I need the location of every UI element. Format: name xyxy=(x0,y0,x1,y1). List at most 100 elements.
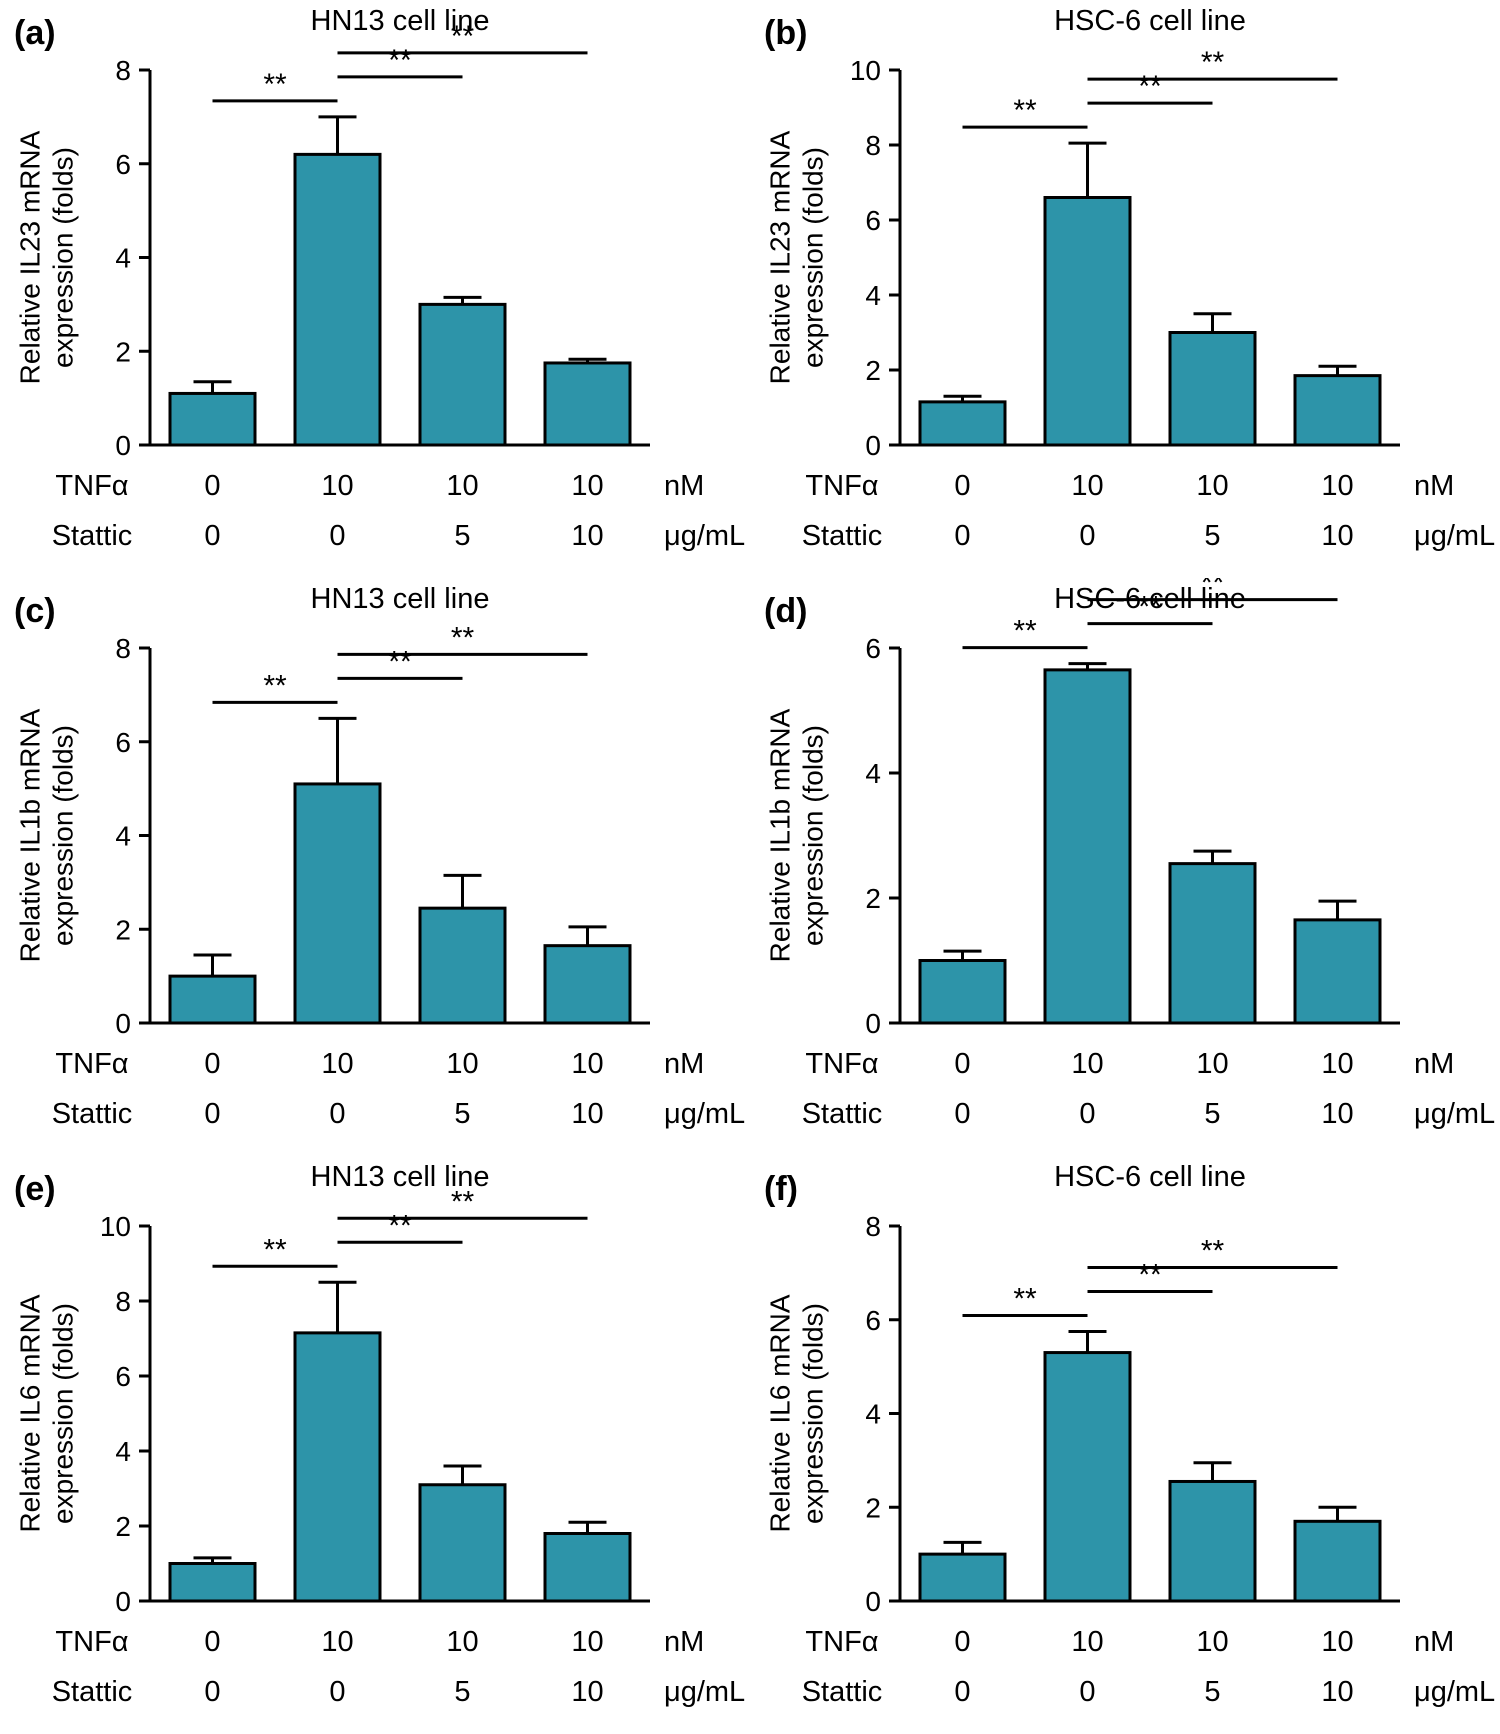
chart-panel-d: (d) HSC-6 cell line Relative IL1b mRNA expr… xyxy=(750,578,1500,1156)
y-tick-label: 8 xyxy=(115,633,131,664)
y-axis-label-line: Relative IL1b mRNA xyxy=(765,708,796,962)
x-row2-value-1: 0 xyxy=(1079,1676,1095,1708)
y-tick-label: 4 xyxy=(865,758,881,789)
y-tick-label: 4 xyxy=(115,821,131,852)
significance-stars: ** xyxy=(451,20,475,53)
bar-c-0 xyxy=(168,974,257,1025)
x-row2-value-1: 0 xyxy=(1079,520,1095,552)
x-row1-value-2: 10 xyxy=(446,470,478,502)
y-tick-label: 6 xyxy=(865,1305,881,1336)
y-tick-label: 8 xyxy=(865,1211,881,1242)
y-tick-label: 0 xyxy=(115,1586,131,1617)
x-row1-value-2: 10 xyxy=(1196,470,1228,502)
bar-a-0 xyxy=(168,391,257,447)
y-tick-label: 8 xyxy=(115,55,131,86)
y-tick-label: 4 xyxy=(115,1436,131,1467)
panel-label-b: (b) xyxy=(764,14,807,52)
y-tick-label: 2 xyxy=(865,1492,881,1523)
bar-f-3 xyxy=(1293,1519,1382,1603)
x-row1-value-3: 10 xyxy=(571,1626,603,1658)
x-row1-value-2: 10 xyxy=(446,1626,478,1658)
x-row2-value-1: 0 xyxy=(1079,1098,1095,1130)
x-row2-value-2: 5 xyxy=(454,1098,470,1130)
significance-stars: ** xyxy=(451,1185,475,1218)
bar-c-3 xyxy=(543,944,632,1025)
bar-b-3 xyxy=(1293,374,1382,447)
x-row2-value-3: 10 xyxy=(571,1098,603,1130)
x-row2-unit: μg/mL xyxy=(664,1676,745,1708)
y-tick-label: 2 xyxy=(865,355,881,386)
y-tick-label: 2 xyxy=(115,336,131,367)
chart-panel-e: (e) HN13 cell line Relative IL6 mRNA expres… xyxy=(0,1156,750,1734)
bar-f-1 xyxy=(1043,1351,1132,1603)
y-axis-label-line: Relative IL23 mRNA xyxy=(15,130,46,384)
x-row2-value-0: 0 xyxy=(954,1098,970,1130)
significance-stars: ** xyxy=(1138,70,1162,103)
x-row2-value-0: 0 xyxy=(204,1676,220,1708)
x-row1-unit: nM xyxy=(664,1626,704,1658)
x-row2-value-2: 5 xyxy=(1204,520,1220,552)
panel-label-f: (f) xyxy=(764,1170,798,1208)
bar-a-3 xyxy=(543,361,632,447)
x-row2-label: Stattic xyxy=(802,520,883,552)
x-row1-unit: nM xyxy=(1414,470,1454,502)
significance-stars: ** xyxy=(388,1209,412,1242)
chart-title: HN13 cell line xyxy=(311,583,490,615)
x-row1-value-3: 10 xyxy=(1321,1048,1353,1080)
x-row1-value-2: 10 xyxy=(1196,1626,1228,1658)
x-row1-value-3: 10 xyxy=(571,1048,603,1080)
x-row1-value-1: 10 xyxy=(321,470,353,502)
x-row2-label: Stattic xyxy=(52,1098,133,1130)
x-row1-value-0: 0 xyxy=(204,470,220,502)
chart-title: HSC-6 cell line xyxy=(1054,5,1246,37)
x-row2-value-0: 0 xyxy=(954,1676,970,1708)
x-row2-value-1: 0 xyxy=(329,520,345,552)
y-axis-label-line: expression (folds) xyxy=(798,1303,829,1524)
x-row2-unit: μg/mL xyxy=(664,1098,745,1130)
bar-f-0 xyxy=(918,1552,1007,1603)
x-row2-label: Stattic xyxy=(802,1676,883,1708)
x-row1-value-0: 0 xyxy=(204,1048,220,1080)
x-row1-value-0: 0 xyxy=(954,470,970,502)
y-axis-label: Relative IL1b mRNA expression (folds) xyxy=(15,708,79,962)
x-row2-unit: μg/mL xyxy=(1414,520,1495,552)
x-row2-value-0: 0 xyxy=(954,520,970,552)
x-row1-unit: nM xyxy=(664,1048,704,1080)
x-row1-label: TNFα xyxy=(805,1626,878,1658)
chart-panel-a: (a) HN13 cell line Relative IL23 mRNA expre… xyxy=(0,0,750,578)
bar-c-2 xyxy=(418,906,507,1025)
bar-f-2 xyxy=(1168,1479,1257,1603)
significance-stars: ** xyxy=(263,1233,287,1266)
bar-a-2 xyxy=(418,302,507,447)
y-axis-label-line: expression (folds) xyxy=(48,1303,79,1524)
y-axis-label-line: Relative IL6 mRNA xyxy=(765,1294,796,1532)
bar-b-2 xyxy=(1168,331,1257,447)
y-tick-label: 4 xyxy=(115,243,131,274)
x-row1-value-1: 10 xyxy=(1071,1048,1103,1080)
bar-c-1 xyxy=(293,782,382,1025)
significance-stars: ** xyxy=(388,44,412,77)
x-row2-value-3: 10 xyxy=(571,1676,603,1708)
x-row1-label: TNFα xyxy=(805,1048,878,1080)
x-row1-value-2: 10 xyxy=(446,1048,478,1080)
x-row2-unit: μg/mL xyxy=(664,520,745,552)
x-row1-value-3: 10 xyxy=(1321,470,1353,502)
x-row1-value-3: 10 xyxy=(1321,1626,1353,1658)
x-row2-value-2: 5 xyxy=(454,520,470,552)
x-row1-label: TNFα xyxy=(55,1048,128,1080)
significance-stars: ** xyxy=(263,68,287,101)
x-row1-unit: nM xyxy=(664,470,704,502)
y-axis-label: Relative IL6 mRNA expression (folds) xyxy=(15,1294,79,1532)
y-tick-label: 10 xyxy=(100,1211,131,1242)
y-axis-label: Relative IL6 mRNA expression (folds) xyxy=(765,1294,829,1532)
significance-stars: ** xyxy=(1013,94,1037,127)
y-tick-label: 0 xyxy=(865,430,881,461)
y-axis-label-line: expression (folds) xyxy=(798,147,829,368)
y-axis-label-line: Relative IL6 mRNA xyxy=(15,1294,46,1532)
x-row1-value-2: 10 xyxy=(1196,1048,1228,1080)
x-row1-label: TNFα xyxy=(805,470,878,502)
significance-stars: ** xyxy=(388,645,412,678)
significance-stars: ** xyxy=(1201,1234,1225,1267)
y-axis-label: Relative IL1b mRNA expression (folds) xyxy=(765,708,829,962)
